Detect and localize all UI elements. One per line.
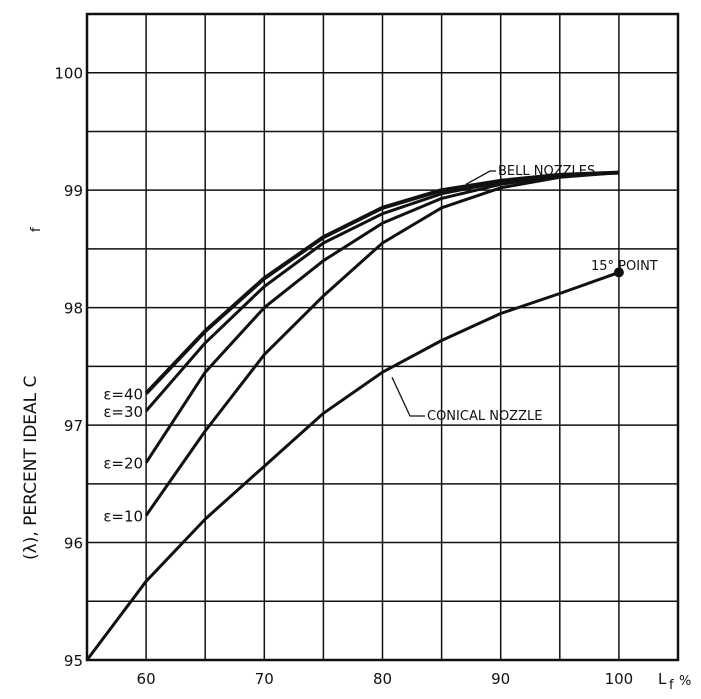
y-tick-label: 97 xyxy=(64,417,83,435)
x-tick-label: 100 xyxy=(605,670,634,688)
series-label: ε=30 xyxy=(103,403,143,421)
annotation-leader xyxy=(465,170,496,185)
x-axis-label: L xyxy=(658,670,667,688)
series-line xyxy=(144,171,619,412)
series-label: ε=10 xyxy=(103,508,143,526)
x-tick-label: 80 xyxy=(373,670,392,688)
annotation-15-deg-point: 15° POINT xyxy=(591,259,658,274)
x-axis-label-subscript: f xyxy=(669,678,674,693)
annotation-leader xyxy=(391,376,425,417)
series-line xyxy=(144,171,620,517)
y-tick-label: 95 xyxy=(64,652,83,670)
x-tick-label: 70 xyxy=(255,670,274,688)
annotation-bell-nozzles: BELL NOZZLES xyxy=(498,164,595,179)
y-axis-label: (λ), PERCENT IDEAL C xyxy=(21,376,41,560)
y-tick-label: 99 xyxy=(64,182,83,200)
series-line xyxy=(85,270,620,661)
series-label: ε=20 xyxy=(103,455,143,473)
y-tick-label: 96 xyxy=(64,535,83,553)
data-point-marker xyxy=(613,267,624,278)
plot-frame xyxy=(85,12,680,662)
y-axis-label-subscript: f xyxy=(29,227,44,232)
series-line xyxy=(144,171,619,464)
annotation-conical-nozzle: CONICAL NOZZLE xyxy=(427,409,542,424)
x-axis-label-unit: % xyxy=(679,674,691,689)
y-tick-label: 98 xyxy=(64,300,83,318)
x-tick-label: 60 xyxy=(137,670,156,688)
x-tick-label: 90 xyxy=(491,670,510,688)
series-label: ε=40 xyxy=(103,385,143,403)
y-tick-label: 100 xyxy=(54,65,83,83)
